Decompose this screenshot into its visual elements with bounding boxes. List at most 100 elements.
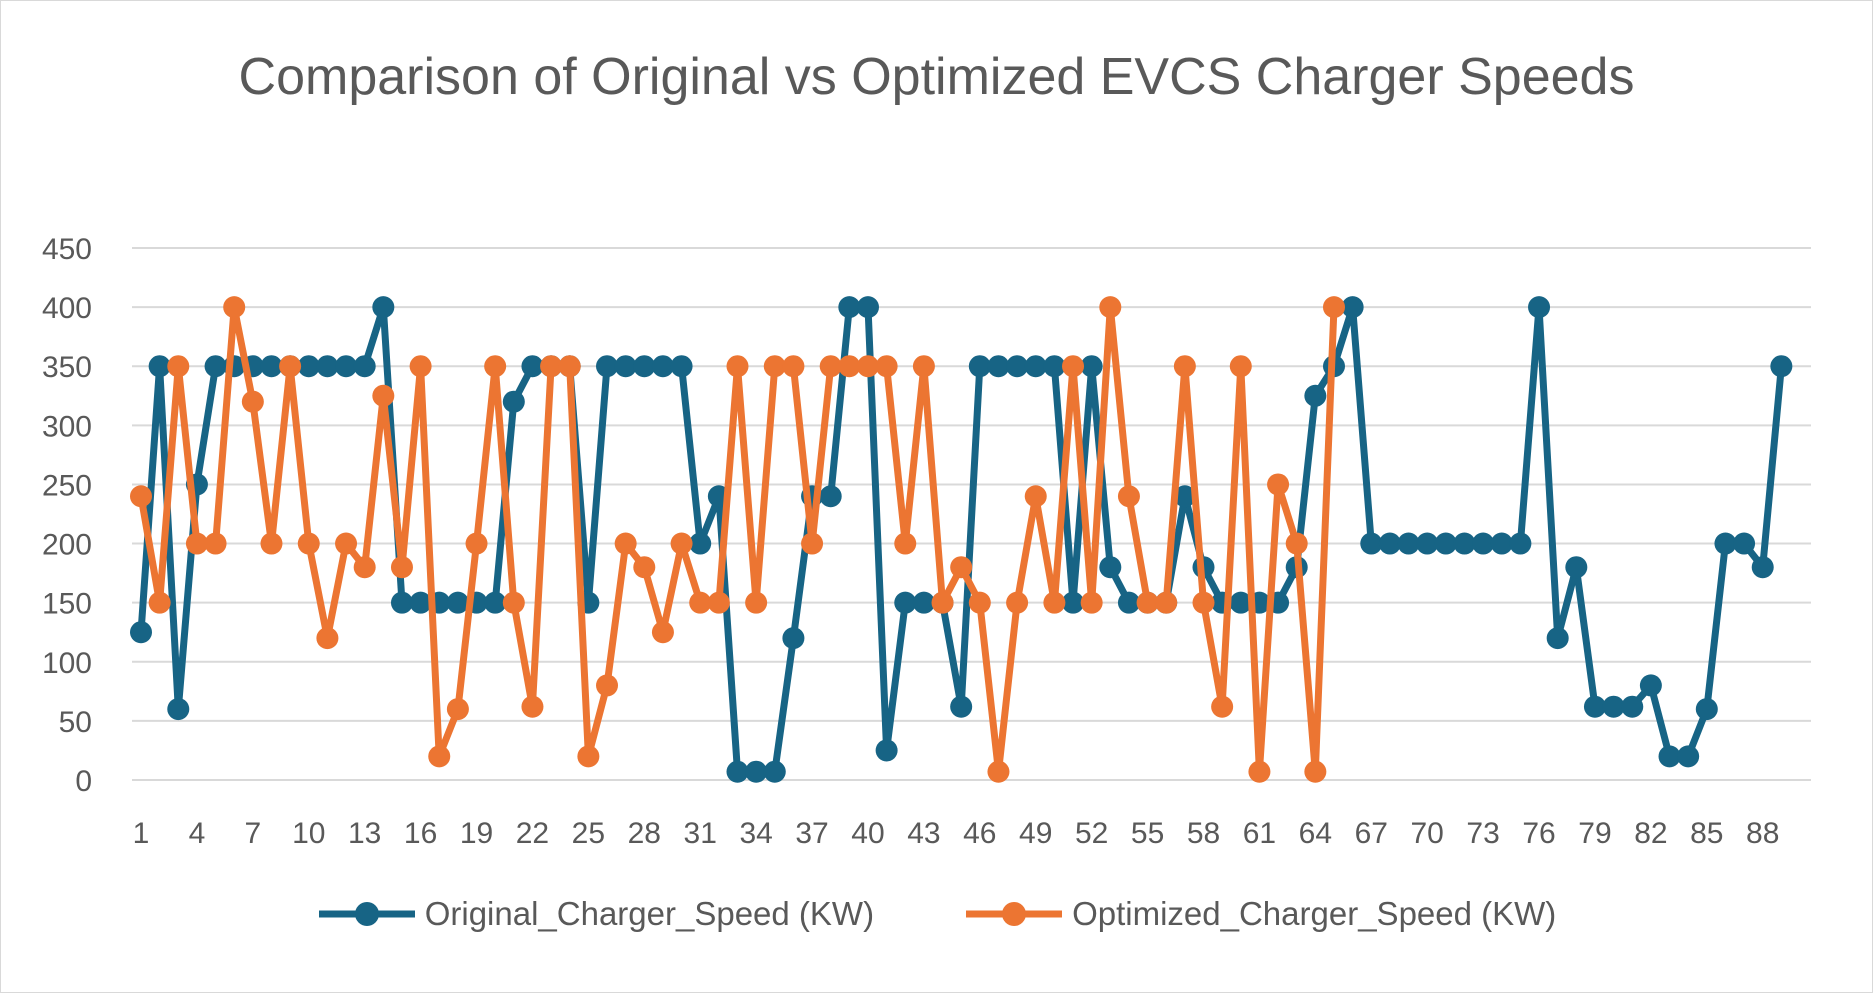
- data-point: [1602, 695, 1625, 718]
- data-point: [484, 355, 507, 378]
- data-point: [1472, 532, 1495, 555]
- x-tick-label: 61: [1243, 817, 1276, 850]
- chart-title: Comparison of Original vs Optimized EVCS…: [238, 48, 1635, 106]
- data-point: [204, 355, 227, 378]
- data-point: [819, 485, 842, 508]
- data-point: [1621, 695, 1644, 718]
- data-point: [633, 556, 656, 579]
- x-tick-label: 28: [628, 817, 661, 850]
- data-point: [596, 355, 619, 378]
- data-point: [763, 355, 786, 378]
- data-point: [521, 695, 544, 718]
- data-point: [912, 591, 935, 614]
- x-tick-label: 58: [1187, 817, 1220, 850]
- data-point: [875, 355, 898, 378]
- data-point: [1658, 745, 1681, 768]
- x-tick-label: 13: [348, 817, 381, 850]
- data-point: [1639, 674, 1662, 697]
- data-point: [1155, 591, 1178, 614]
- data-point: [894, 591, 917, 614]
- data-point: [763, 760, 786, 783]
- data-point: [521, 355, 544, 378]
- x-tick-label: 70: [1411, 817, 1444, 850]
- data-point: [279, 355, 302, 378]
- data-point: [1304, 760, 1327, 783]
- data-point: [167, 698, 190, 721]
- legend-label-original: Original_Charger_Speed (KW): [424, 895, 875, 932]
- data-point: [1434, 532, 1457, 555]
- data-point: [1714, 532, 1737, 555]
- data-point: [1546, 627, 1569, 650]
- data-point: [223, 296, 246, 319]
- data-point: [1770, 355, 1793, 378]
- data-point: [596, 674, 619, 697]
- x-tick-label: 7: [244, 817, 261, 850]
- data-point: [987, 355, 1010, 378]
- data-point: [316, 627, 339, 650]
- x-tick-label: 40: [851, 817, 884, 850]
- data-point: [1583, 695, 1606, 718]
- data-point: [335, 355, 358, 378]
- data-point: [838, 296, 861, 319]
- y-tick-label: 200: [42, 529, 92, 562]
- data-point: [1733, 532, 1756, 555]
- data-point: [1509, 532, 1532, 555]
- x-tick-label: 46: [963, 817, 996, 850]
- x-tick-label: 10: [292, 817, 325, 850]
- data-point: [1099, 296, 1122, 319]
- data-point: [390, 591, 413, 614]
- data-point: [260, 532, 283, 555]
- data-point: [484, 591, 507, 614]
- data-point: [950, 695, 973, 718]
- legend-item-optimized: Optimized_Charger_Speed (KW): [964, 895, 1556, 933]
- legend-marker-optimized: [966, 902, 1063, 926]
- data-point: [1062, 591, 1085, 614]
- data-point: [670, 355, 693, 378]
- data-point: [558, 355, 581, 378]
- y-tick-label: 350: [42, 351, 92, 384]
- y-tick-label: 450: [42, 233, 92, 266]
- x-tick-label: 55: [1131, 817, 1164, 850]
- data-point: [1117, 591, 1140, 614]
- data-point: [875, 739, 898, 762]
- data-point: [651, 355, 674, 378]
- x-tick-label: 1: [133, 817, 150, 850]
- data-point: [353, 556, 376, 579]
- data-point: [167, 355, 190, 378]
- y-axis-ticks: 0 50 100 150 200 250 300 350 400 450: [42, 233, 92, 798]
- data-point: [1360, 532, 1383, 555]
- data-point: [372, 384, 395, 407]
- data-point: [1304, 384, 1327, 407]
- x-tick-label: 22: [516, 817, 549, 850]
- data-point: [1211, 695, 1234, 718]
- data-point: [148, 591, 171, 614]
- data-point: [335, 532, 358, 555]
- x-tick-label: 79: [1578, 817, 1611, 850]
- data-point: [614, 355, 637, 378]
- data-point: [428, 745, 451, 768]
- data-point: [726, 760, 749, 783]
- data-point: [1062, 355, 1085, 378]
- data-point: [502, 390, 525, 413]
- data-point: [185, 532, 208, 555]
- x-tick-label: 19: [460, 817, 493, 850]
- data-point: [502, 591, 525, 614]
- data-point: [968, 591, 991, 614]
- legend-label-optimized: Optimized_Charger_Speed (KW): [1072, 895, 1557, 932]
- data-point: [1453, 532, 1476, 555]
- data-point: [297, 532, 320, 555]
- data-point: [1322, 296, 1345, 319]
- data-point: [465, 532, 488, 555]
- data-point: [1043, 355, 1066, 378]
- y-tick-label: 50: [59, 706, 92, 739]
- data-point: [148, 355, 171, 378]
- x-axis-ticks: 1 4 7 10 13 16 19 22 25 28 31 34 37 40 43 46 49 52 55 58 61 6…: [133, 817, 1780, 850]
- x-tick-label: 52: [1075, 817, 1108, 850]
- series-original: [130, 296, 1793, 783]
- data-point: [409, 591, 432, 614]
- series-layer: [130, 296, 1793, 783]
- series-optimized: [130, 296, 1345, 783]
- y-tick-label: 100: [42, 647, 92, 680]
- x-tick-label: 82: [1634, 817, 1667, 850]
- data-point: [1043, 591, 1066, 614]
